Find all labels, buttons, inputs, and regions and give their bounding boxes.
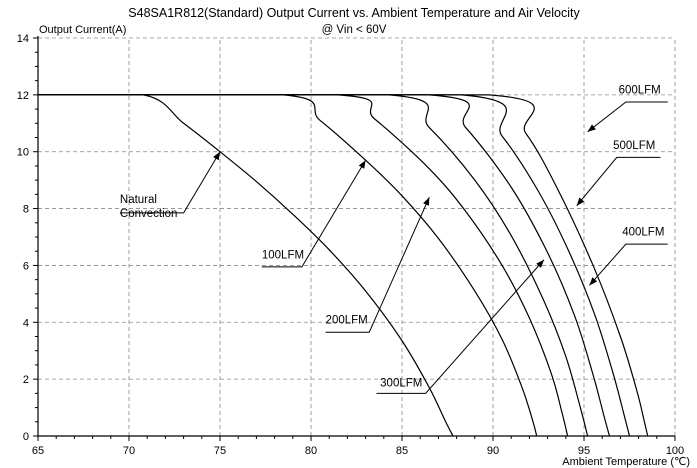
x-tick-label: 70 <box>123 445 135 457</box>
derating-curves <box>38 94 649 437</box>
leader-line-600lfm <box>587 101 668 133</box>
label-100lfm: 100LFM <box>262 249 304 261</box>
chart-subtitle: @ Vin < 60V <box>322 24 387 36</box>
x-tick-label: 85 <box>396 445 408 457</box>
axes: 65 70 75 80 85 90 95 100 0 2 4 6 8 10 12 14 <box>17 33 684 457</box>
y-tick-label: 8 <box>23 204 29 216</box>
leader-line-400lfm <box>589 243 668 286</box>
arrowhead-natural-convection <box>213 151 220 161</box>
leader-line-300lfm <box>376 259 545 394</box>
x-tick-label: 95 <box>578 445 590 457</box>
y-tick-label: 0 <box>23 431 29 443</box>
leader-line-500lfm <box>576 156 661 207</box>
label-500lfm: 500LFM <box>613 140 655 152</box>
y-axis-label: Output Current(A) <box>39 24 126 36</box>
label-600lfm: 600LFM <box>619 84 661 96</box>
curve-600lfm <box>38 94 649 437</box>
x-tick-label: 75 <box>214 445 226 457</box>
leader-line-100lfm <box>261 159 367 268</box>
curve-annotations: Natural Convection 100LFM 200LFM 300LFM 400LF… <box>119 84 668 394</box>
arrowhead-500lfm <box>576 197 585 206</box>
y-tick-label: 14 <box>17 33 29 45</box>
y-tick-label: 2 <box>23 374 29 386</box>
arrowhead-200lfm <box>423 197 430 206</box>
label-200lfm: 200LFM <box>326 315 368 327</box>
y-tick-label: 10 <box>17 147 29 159</box>
chart-title: S48SA1R812(Standard) Output Current vs. … <box>128 6 580 20</box>
grid <box>38 37 676 436</box>
y-tick-label: 6 <box>23 260 29 272</box>
arrowhead-400lfm <box>589 277 598 286</box>
arrowhead-600lfm <box>587 124 596 132</box>
label-natural-convection: Convection <box>120 208 178 220</box>
arrowhead-300lfm <box>536 259 544 268</box>
x-tick-label: 80 <box>305 445 317 457</box>
x-axis-label: Ambient Temperature (℃) <box>562 456 690 468</box>
x-tick-label: 90 <box>487 445 499 457</box>
leader-line-natural-convection <box>119 151 221 214</box>
label-300lfm: 300LFM <box>380 377 422 389</box>
arrowhead-100lfm <box>358 160 366 169</box>
label-natural-convection: Natural <box>120 194 157 206</box>
label-400lfm: 400LFM <box>622 227 664 239</box>
y-tick-label: 4 <box>23 317 29 329</box>
y-tick-label: 12 <box>17 90 29 102</box>
x-tick-label: 100 <box>666 445 684 457</box>
x-tick-label: 65 <box>32 445 44 457</box>
leader-line-200lfm <box>325 196 430 333</box>
